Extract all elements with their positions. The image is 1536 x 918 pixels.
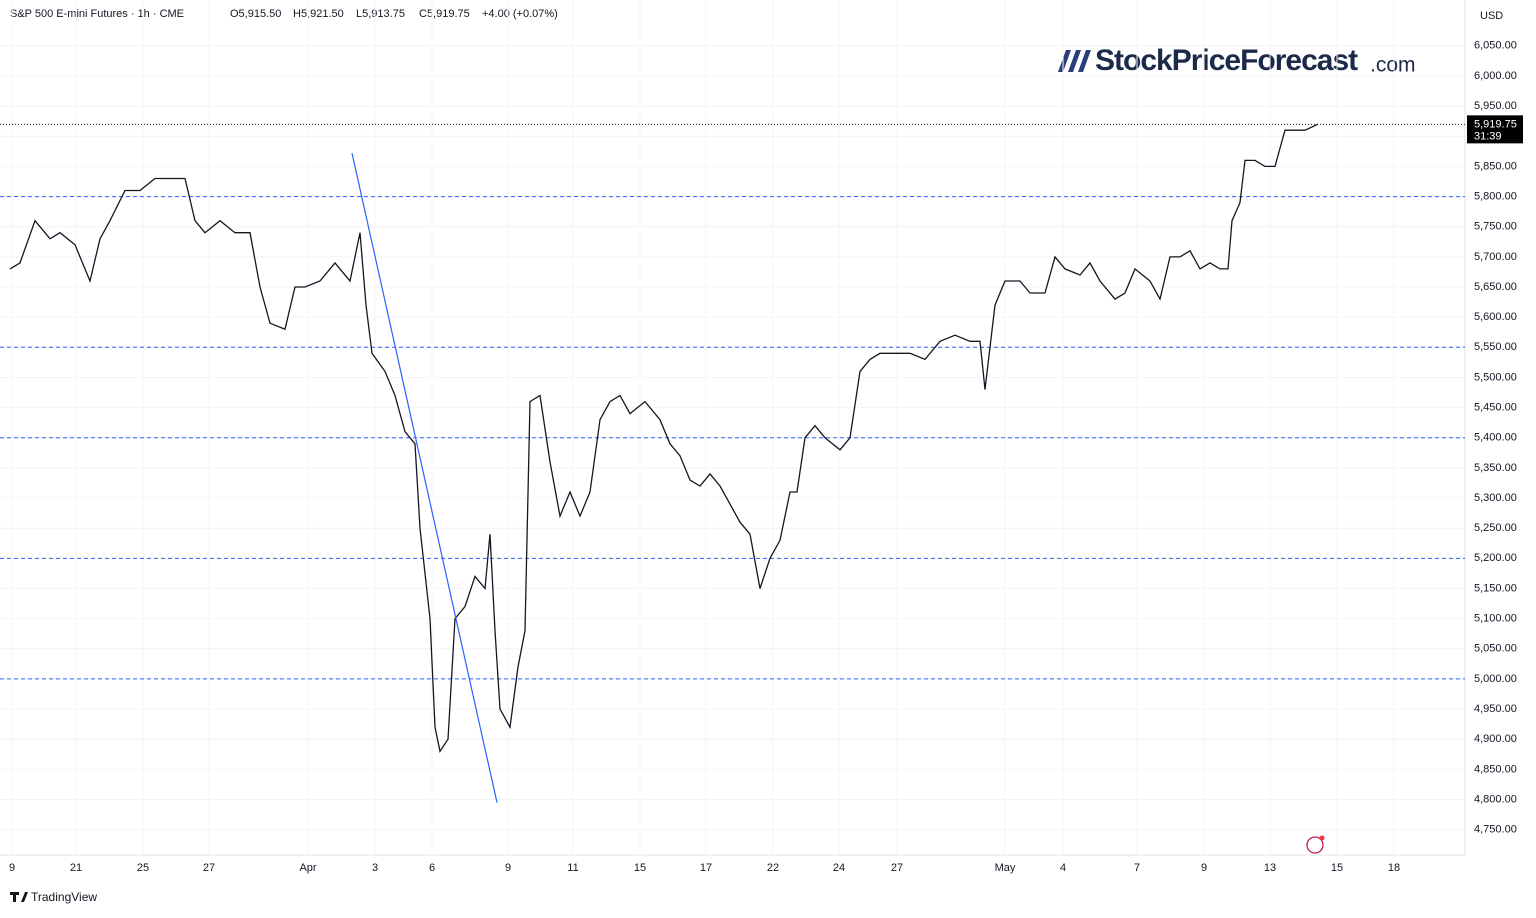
x-tick-label: 6 [429,862,435,874]
alert-dot [1319,835,1325,841]
y-tick-label: 4,900.00 [1474,733,1517,745]
ohlc-label: C5,919.75 [419,8,470,20]
y-tick-label: 5,050.00 [1474,643,1517,655]
y-tick-label: 5,650.00 [1474,281,1517,293]
ohlc-label: +4.00 (+0.07%) [482,8,558,20]
y-tick-label: 5,600.00 [1474,311,1517,323]
y-tick-label: 5,550.00 [1474,341,1517,353]
trendline [351,153,498,803]
y-tick-label: 4,800.00 [1474,793,1517,805]
y-tick-label: 5,400.00 [1474,432,1517,444]
chart-title: S&P 500 E-mini Futures · 1h · CME [10,8,184,20]
y-tick-label: 5,250.00 [1474,522,1517,534]
y-tick-label: 5,800.00 [1474,190,1517,202]
y-tick-label: 5,500.00 [1474,371,1517,383]
x-tick-label: 27 [203,862,215,874]
y-tick-label: 5,750.00 [1474,221,1517,233]
logo-name: StockPriceForecast [1095,44,1358,77]
y-tick-label: 6,050.00 [1474,40,1517,52]
footer: TradingView [31,890,97,904]
y-tick-label: 4,750.00 [1474,824,1517,836]
y-tick-label: 5,950.00 [1474,100,1517,112]
x-tick-label: 18 [1388,862,1400,874]
x-tick-label: 4 [1060,862,1066,874]
y-tick-label: 4,950.00 [1474,703,1517,715]
x-tick-label: 22 [767,862,779,874]
y-tick-label: 5,200.00 [1474,552,1517,564]
y-tick-label: 5,850.00 [1474,160,1517,172]
tradingview-mark: TradingView [10,890,97,904]
last-price-label: 5,919.75 [1474,118,1517,130]
logo-suffix: .com [1370,54,1416,77]
alert-icon[interactable] [1306,836,1324,854]
y-tick-label: 6,000.00 [1474,70,1517,82]
y-tick-label: 5,350.00 [1474,462,1517,474]
y-tick-label: 5,300.00 [1474,492,1517,504]
last-price-box [1467,115,1523,144]
y-tick-label: 4,850.00 [1474,763,1517,775]
y-tick-label: 5,100.00 [1474,613,1517,625]
ohlc-label: H5,921.50 [293,8,344,20]
currency: USD [1480,10,1503,22]
y-tick-label: 5,150.00 [1474,582,1517,594]
price-line [9,123,1319,753]
y-tick-label: 5,000.00 [1474,673,1517,685]
x-tick-label: 24 [833,862,845,874]
x-tick-label: 15 [634,862,646,874]
x-tick-label: May [995,862,1016,874]
x-tick-label: 9 [9,862,15,874]
y-tick-label: 5,450.00 [1474,402,1517,414]
x-tick-label: 13 [1264,862,1276,874]
x-tick-label: 17 [700,862,712,874]
logo: StockPriceForecast .com [1058,44,1416,77]
x-tick-label: 15 [1331,862,1343,874]
x-tick-label: 11 [567,862,578,874]
x-tick-label: 9 [1201,862,1207,874]
countdown: 31:39 [1474,130,1502,142]
x-tick-label: 27 [891,862,903,874]
ohlc-label: O5,915.50 [230,8,281,20]
x-tick-label: 7 [1134,862,1140,874]
y-tick-label: 5,700.00 [1474,251,1517,263]
x-tick-label: 21 [70,862,82,874]
x-tick-label: 9 [505,862,511,874]
x-tick-label: 3 [372,862,378,874]
x-tick-label: 25 [137,862,149,874]
tv-icon [10,892,28,902]
x-tick-label: Apr [299,862,316,874]
logo-mark [1058,50,1091,72]
ohlc-label: L5,913.75 [356,8,405,20]
